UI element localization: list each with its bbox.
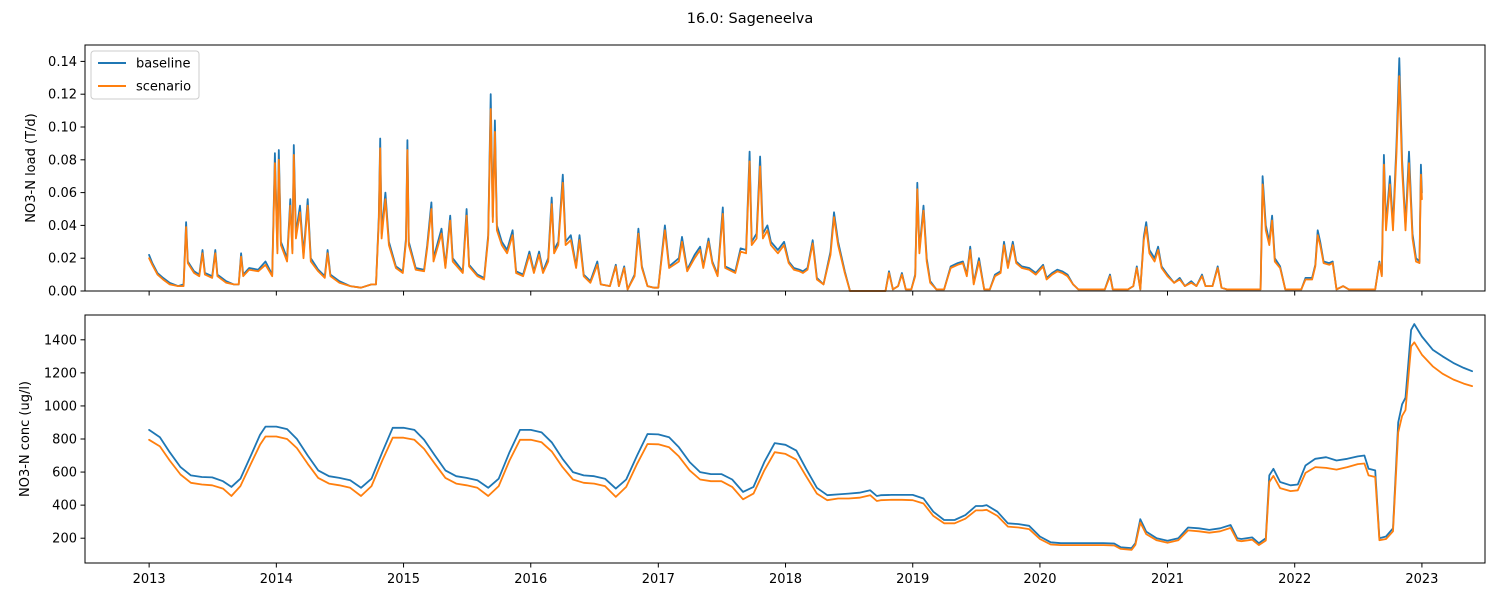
conc-x-tick-label: 2016 [514,572,547,587]
conc-plot-area [148,323,1473,551]
conc-y-tick-label: 1000 [44,399,77,414]
conc-y-tick-label: 1200 [44,366,77,381]
conc-x-tick-label: 2019 [896,572,929,587]
load-y-tick-label: 0.14 [48,55,77,70]
load-panel: 0.00 0.02 0.04 0.06 0.08 0.10 0.12 0.14 NO3-N l… [24,44,1486,300]
conc-y-tick-label: 200 [52,532,77,547]
conc-series-baseline-line [148,323,1473,549]
conc-panel: 2013 2014 2015 2016 2017 2018 2019 2020 2021 2022… [18,314,1486,587]
load-y-tick-label: 0.04 [48,219,77,234]
load-y-axis-label: NO3-N load (T/d) [24,113,39,222]
legend-label-scenario: scenario [136,80,191,95]
conc-x-tick-label: 2023 [1405,572,1438,587]
conc-x-tick-label: 2022 [1278,572,1311,587]
load-y-tick-label: 0.02 [48,252,77,267]
conc-series-lines [148,323,1473,551]
conc-x-tick-label: 2017 [642,572,675,587]
conc-x-ticks: 2013 2014 2015 2016 2017 2018 2019 2020 2021 2022… [133,563,1438,587]
load-series-scenario-line [148,75,1423,292]
load-y-tick-label: 0.00 [48,285,77,300]
load-axes-frame [84,44,1486,292]
conc-y-axis-label: NO3-N conc (ug/l) [18,381,33,497]
conc-y-tick-label: 1400 [44,333,77,348]
conc-x-tick-label: 2018 [769,572,802,587]
conc-x-tick-label: 2015 [387,572,420,587]
conc-y-ticks: 200 400 600 800 1000 1200 1400 [44,333,85,547]
legend: baseline scenario [90,50,200,100]
load-plot-area [148,57,1423,292]
conc-series-scenario-line [148,341,1473,551]
conc-x-tick-label: 2014 [260,572,293,587]
load-y-tick-label: 0.10 [48,121,77,136]
legend-label-baseline: baseline [136,57,190,72]
conc-y-tick-label: 400 [52,499,77,514]
load-y-tick-label: 0.12 [48,88,77,103]
conc-y-tick-label: 800 [52,433,77,448]
load-series-lines [148,57,1423,292]
conc-y-tick-label: 600 [52,466,77,481]
load-x-ticks [148,291,1423,296]
conc-x-tick-label: 2013 [133,572,166,587]
figure-title: 16.0: Sageneelva [687,11,814,27]
conc-x-tick-label: 2020 [1023,572,1056,587]
load-y-tick-label: 0.08 [48,153,77,168]
load-y-tick-label: 0.06 [48,186,77,201]
conc-x-tick-label: 2021 [1151,572,1184,587]
load-y-ticks: 0.00 0.02 0.04 0.06 0.08 0.10 0.12 0.14 [48,55,85,300]
